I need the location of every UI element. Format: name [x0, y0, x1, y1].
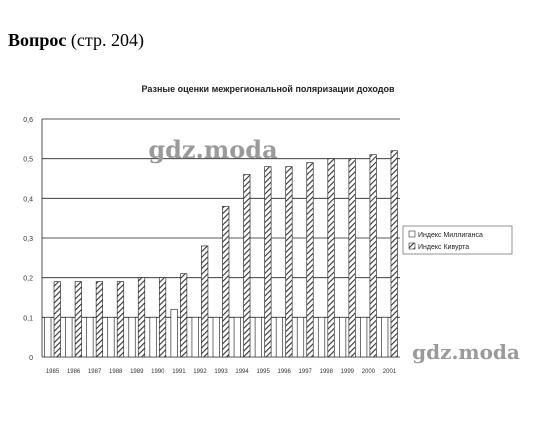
bar-milligans — [170, 309, 178, 358]
bar-kivurt — [116, 281, 125, 358]
x-tick-label: 1992 — [193, 369, 207, 375]
bar-kivurt — [264, 166, 272, 358]
y-tick-label: 0 — [29, 355, 33, 362]
bar-milligans — [86, 316, 94, 358]
bar-milligans — [65, 316, 73, 358]
x-tick-label: 1991 — [172, 369, 186, 375]
x-tick-label: 1987 — [88, 369, 102, 375]
x-tick-label: 1993 — [214, 369, 228, 375]
bar-kivurt — [137, 277, 146, 358]
x-tick-label: 1996 — [277, 369, 291, 375]
bar-milligans — [212, 316, 220, 358]
bar-kivurt — [306, 162, 314, 358]
bar-milligans — [128, 316, 136, 358]
legend-label: Индекс Кивурта — [418, 244, 469, 251]
bar-milligans — [44, 316, 52, 358]
legend-swatch — [408, 242, 416, 250]
bar-milligans — [296, 316, 305, 358]
x-tick-label: 1997 — [299, 369, 313, 375]
heading-bold: Вопрос — [8, 30, 67, 50]
bar-kivurt — [201, 245, 209, 358]
bar-milligans — [381, 316, 389, 358]
y-tick-label: 0,3 — [23, 236, 33, 243]
bar-kivurt — [95, 281, 103, 358]
heading-page-ref: (стр. 204) — [70, 30, 144, 50]
y-tick-label: 0,2 — [23, 276, 33, 283]
bar-milligans — [275, 316, 284, 358]
bar-kivurt — [327, 158, 335, 358]
bar-milligans — [233, 316, 241, 358]
x-tick-label: 2000 — [362, 369, 376, 375]
x-tick-label: 1989 — [130, 369, 144, 375]
bar-kivurt — [222, 205, 230, 358]
x-tick-label: 1986 — [67, 369, 81, 375]
page-heading: Вопрос (стр. 204) — [8, 30, 144, 51]
x-tick-label: 1994 — [235, 369, 249, 375]
legend: Индекс Миллиганса Индекс Кивурта — [402, 225, 513, 255]
y-tick-label: 0,6 — [23, 117, 33, 124]
bar-milligans — [254, 316, 262, 358]
bar-milligans — [317, 316, 326, 358]
bar-kivurt — [158, 277, 167, 358]
bar-milligans — [107, 316, 115, 358]
legend-swatch — [408, 230, 416, 238]
y-tick-label: 0,4 — [23, 196, 33, 203]
bar-milligans — [149, 316, 157, 358]
legend-label: Индекс Миллиганса — [418, 232, 483, 239]
bar-milligans — [191, 316, 199, 358]
bars — [44, 150, 398, 358]
bar-kivurt — [74, 281, 82, 358]
watermark-bottom: gdz.moda — [412, 340, 520, 364]
x-tick-label: 1990 — [151, 369, 165, 375]
bar-kivurt — [348, 158, 356, 358]
legend-box — [402, 225, 513, 255]
bar-kivurt — [243, 174, 251, 358]
bar-milligans — [339, 316, 347, 358]
x-axis-ticks: 1985 1986 1987 1988 1989 1990 1991 1992 1993 1994… — [46, 369, 397, 375]
bar-kivurt — [180, 273, 188, 358]
bar-kivurt — [53, 281, 61, 358]
watermark-top: gdz.moda — [148, 135, 277, 164]
x-tick-label: 1985 — [46, 369, 60, 375]
y-axis-ticks: 0 0,1 0,2 0,3 0,4 0,5 0,6 — [23, 117, 33, 362]
bar-kivurt — [369, 154, 377, 358]
y-tick-label: 0,5 — [23, 157, 33, 164]
x-tick-label: 1999 — [341, 369, 355, 375]
chart-title: Разные оценки межрегиональной поляризаци… — [141, 84, 395, 94]
x-tick-label: 1998 — [320, 369, 334, 375]
bar-milligans — [360, 316, 368, 358]
bar-kivurt — [285, 166, 293, 358]
x-tick-label: 2001 — [383, 369, 397, 375]
x-tick-label: 1988 — [109, 369, 123, 375]
x-tick-label: 1995 — [256, 369, 270, 375]
y-tick-label: 0,1 — [23, 315, 33, 322]
bar-kivurt — [390, 150, 398, 358]
